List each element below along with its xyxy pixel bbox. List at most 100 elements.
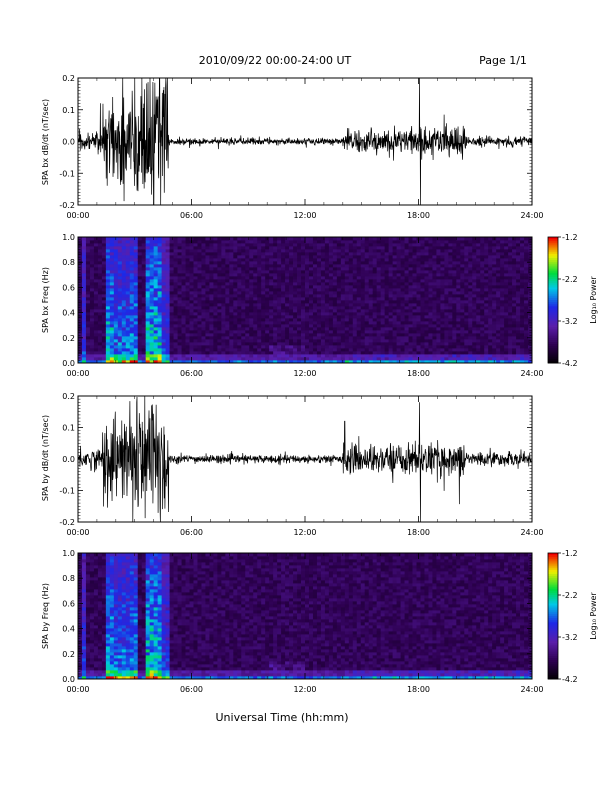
spectrogram-cell [273,261,278,265]
spectrogram-cell [328,246,334,250]
spectrogram-cell [305,276,310,280]
spectrogram-cell [169,360,174,364]
spectrogram-cell [149,297,155,301]
spectrogram-cell [113,327,119,331]
spectrogram-cell [241,291,246,295]
spectrogram-cell [185,267,190,271]
spectrogram-cell [177,351,182,355]
spectrogram-cell [324,309,330,313]
spectrogram-cell [516,291,521,295]
spectrogram-cell [500,321,505,325]
spectrogram-cell [364,285,370,289]
spectrogram-cell [157,285,163,289]
spectrogram-cell [336,255,342,259]
spectrogram-cell [412,246,417,250]
spectrogram-cell [177,309,182,313]
spectrogram-cell [209,294,214,298]
spectrogram-cell [277,360,282,364]
spectrogram-cell [93,303,99,307]
spectrogram-cell [524,297,529,301]
spectrogram-cell [121,267,127,271]
spectrogram-cell [185,279,190,283]
spectrogram-cell [105,279,111,283]
spectrogram-cell [360,267,366,271]
spectrogram-cell [169,300,174,304]
spectrogram-cell [121,285,127,289]
spectrogram-cell [145,258,151,262]
spectrogram-cell [245,318,250,322]
spectrogram-cell [229,303,234,307]
spectrogram-cell [344,291,350,295]
spectrogram-cell [396,255,401,259]
spectrogram-cell [241,315,246,319]
spectrogram-cell [444,324,449,328]
spectrogram-cell [201,246,206,250]
spectrogram-cell [464,357,469,361]
spectrogram-cell [344,354,350,358]
spectrogram-cell [205,264,210,268]
spectrogram-cell [201,342,206,346]
spectrogram-cell [504,336,509,340]
spectrogram-cell [297,339,302,343]
spectrogram-cell [508,276,513,280]
spectrogram-cell [301,261,306,265]
spectrogram-cell [109,327,115,331]
spectrogram-cell [432,255,437,259]
spectrogram-cell [348,237,354,241]
spectrogram-cell [189,249,194,253]
spectrogram-cell [324,273,330,277]
spectrogram-cell [328,303,334,307]
spectrogram-cell [261,336,266,340]
spectrogram-cell [165,297,170,301]
spectrogram-cell [301,282,306,286]
spectrogram-cell [348,297,354,301]
spectrogram-cell [301,348,306,352]
spectrogram-cell [249,321,254,325]
spectrogram-cell [312,279,318,283]
spectrogram-cell [281,258,286,262]
spectrogram-cell [456,285,461,289]
spectrogram-cell [388,258,394,262]
spectrogram-cell [424,327,429,331]
spectrogram-cell [145,300,151,304]
spectrogram-cell [165,243,170,247]
spectrogram-cell [376,270,382,274]
spectrogram-cell [460,273,465,277]
spectrogram-cell [109,267,115,271]
spectrogram-cell [424,339,429,343]
spectrogram-cell [324,321,330,325]
spectrogram-cell [225,264,230,268]
spectrogram-cell [125,309,131,313]
spectrogram-cell [209,300,214,304]
spectrogram-cell [484,282,489,286]
spectrogram-cell [328,333,334,337]
spectrogram-cell [496,252,501,256]
spectrogram-cell [492,243,497,247]
spectrogram-cell [320,336,326,340]
spectrogram-cell [233,345,238,349]
spectrogram-cell [412,309,417,313]
spectrogram-cell [440,243,445,247]
spectrogram-cell [432,297,437,301]
spectrogram-cell [324,270,330,274]
spectrogram-cell [185,318,190,322]
spectrogram-cell [261,303,266,307]
spectrogram-cell [265,243,270,247]
spectrogram-cell [165,291,170,295]
spectrogram-cell [452,357,457,361]
spectrogram-cell [257,243,262,247]
spectrogram-cell [336,342,342,346]
spectrogram-cell [157,273,163,277]
spectrogram-cell [424,270,429,274]
spectrogram-cell [89,330,95,334]
spectrogram-cell [468,354,473,358]
spectrogram-cell [173,258,178,262]
spectrogram-cell [392,291,397,295]
spectrogram-cell [165,276,170,280]
spectrogram-cell [320,258,326,262]
spectrogram-cell [364,252,370,256]
spectrogram-cell [149,324,155,328]
spectrogram-cell [468,333,473,337]
spectrogram-cell [412,294,417,298]
spectrogram-cell [436,300,441,304]
